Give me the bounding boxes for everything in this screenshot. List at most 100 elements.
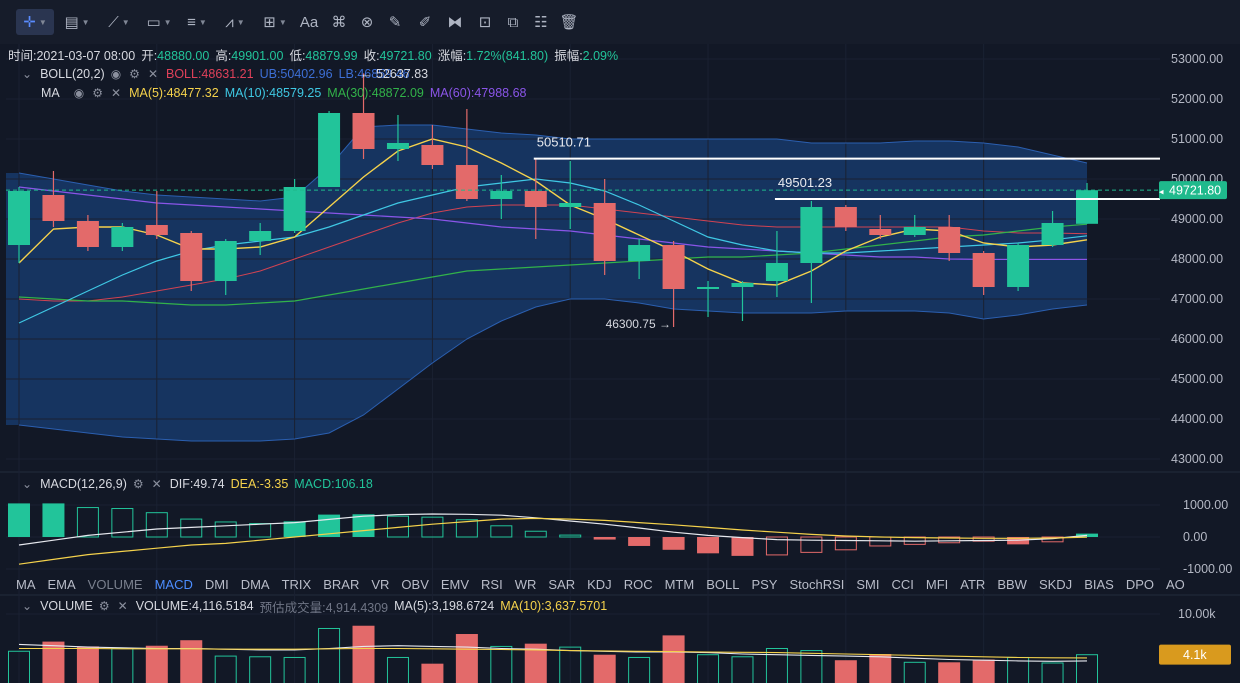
candle (731, 283, 754, 287)
eye-icon[interactable]: ◉ (110, 67, 122, 81)
indicator-tab-atr[interactable]: ATR (960, 577, 986, 592)
eye-tool[interactable]: ⧓ (442, 9, 468, 35)
settings-tool[interactable]: ☷ (528, 9, 554, 35)
price-axis-tick: 52000.00 (1171, 92, 1223, 106)
brush-icon: ✐ (418, 14, 432, 31)
pattern-tool[interactable]: ⌘ (326, 9, 352, 35)
volume-bar (938, 662, 961, 683)
indicator-tab-sar[interactable]: SAR (548, 577, 576, 592)
drawing-toolbar: ✛ ▼ ▤ ▼ ⟋ ▼ ▭ ▼ ≡ ▼ ⩘ ▼ ⊞ ▼ Aa ⌘ ⊗ ✎ ✐ ⧓ ⊡ ⧉ ☷ 🗑 (0, 0, 1240, 44)
copy-icon: ⧉ (507, 13, 519, 31)
line-tool[interactable]: ▤ ▼ (58, 9, 96, 35)
volume-bar (421, 663, 444, 683)
price-axis-tick: 48000.00 (1171, 252, 1223, 266)
indicator-tab-wr[interactable]: WR (514, 577, 537, 592)
volume-bar (1076, 654, 1098, 683)
indicator-tab-dma[interactable]: DMA (240, 577, 270, 592)
price-axis-tick: 44000.00 (1171, 412, 1223, 426)
boll-name: BOLL(20,2) (40, 67, 105, 81)
indicator-tab-trix[interactable]: TRIX (281, 577, 312, 592)
volume-name: VOLUME (40, 599, 93, 613)
indicator-tab-dmi[interactable]: DMI (204, 577, 229, 592)
fib-tool[interactable]: ≡ ▼ (178, 9, 216, 35)
indicator-tab-mtm[interactable]: MTM (664, 577, 695, 592)
high-marker: ← 52637.83 (360, 67, 429, 81)
low-value: 48879.99 (305, 48, 358, 63)
indicator-tab-kdj[interactable]: KDJ (587, 577, 612, 592)
volume-value: VOLUME:4,116.5184 (135, 599, 254, 613)
lock-tool[interactable]: ⊡ (472, 9, 498, 35)
volume-bar (628, 656, 651, 683)
indicator-tab-vr[interactable]: VR (371, 577, 390, 592)
brush-tool[interactable]: ✐ (412, 9, 438, 35)
indicator-tab-ema[interactable]: EMA (47, 577, 76, 592)
macd-bar (593, 537, 616, 540)
macd-bar (42, 503, 65, 537)
candle (1041, 223, 1064, 245)
macd-bar (731, 537, 754, 556)
indicator-tab-obv[interactable]: OBV (401, 577, 429, 592)
text-tool[interactable]: Aa (296, 9, 322, 35)
macd-name: MACD(12,26,9) (40, 477, 127, 491)
macd-bar (76, 507, 99, 538)
eye-icon[interactable]: ◉ (73, 86, 85, 100)
wave-tool[interactable]: ⩘ ▼ (216, 9, 254, 35)
caret-down-icon: ▼ (198, 17, 207, 27)
indicator-tab-rsi[interactable]: RSI (481, 577, 503, 592)
candle (421, 145, 444, 165)
trend-tool[interactable]: ⟋ ▼ (100, 9, 138, 35)
close-icon[interactable]: ✕ (151, 477, 162, 491)
indicator-tab-skdj[interactable]: SKDJ (1038, 577, 1073, 592)
indicator-tab-emv[interactable]: EMV (440, 577, 470, 592)
pattern-icon: ⌘ (331, 14, 347, 31)
macd-bar (972, 536, 995, 542)
trash-tool[interactable]: 🗑 (556, 9, 582, 35)
wave-icon: ⩘ (225, 13, 234, 31)
indicator-tab-dpo[interactable]: DPO (1125, 577, 1154, 592)
indicator-tabs: MA EMA VOLUME MACD DMI DMA TRIX BRAR VR OBV EMV RSI… (0, 576, 1185, 594)
indicator-tab-bias[interactable]: BIAS (1084, 577, 1114, 592)
gear-icon[interactable]: ⚙ (92, 86, 103, 100)
volume-bar (455, 634, 478, 683)
measure-tool[interactable]: ⊞ ▼ (256, 9, 294, 35)
rect-tool[interactable]: ▭ ▼ (140, 9, 178, 35)
indicator-tab-roc[interactable]: ROC (623, 577, 653, 592)
volume-bar (765, 648, 788, 683)
change-value: 1.72%(841.80) (466, 48, 549, 63)
price-axis-tick: 46000.00 (1171, 332, 1223, 346)
indicator-tab-brar[interactable]: BRAR (323, 577, 360, 592)
price-tag-arrow-icon: ◂ (1159, 187, 1164, 197)
volume-ma10-value: MA(10):3,637.5701 (500, 599, 608, 613)
collapse-chevron-icon[interactable]: ⌄ (22, 599, 33, 613)
volume-bar (386, 656, 409, 683)
copy-tool[interactable]: ⧉ (500, 9, 526, 35)
gear-icon[interactable]: ⚙ (132, 477, 144, 491)
gear-icon[interactable]: ⚙ (98, 599, 110, 613)
indicator-tab-volume[interactable]: VOLUME (87, 577, 143, 592)
time-label: 时间: (8, 48, 37, 63)
indicator-tab-mfi[interactable]: MFI (925, 577, 949, 592)
candle (214, 241, 237, 281)
indicator-tab-boll[interactable]: BOLL (706, 577, 740, 592)
close-icon[interactable]: ✕ (111, 86, 122, 100)
macd-dif-value: DIF:49.74 (169, 477, 225, 491)
close-icon[interactable]: ✕ (147, 67, 158, 81)
caret-down-icon: ▼ (121, 17, 130, 27)
macd-bar (834, 536, 857, 551)
collapse-chevron-icon[interactable]: ⌄ (22, 477, 33, 491)
close-icon[interactable]: ✕ (117, 599, 128, 613)
indicator-tab-macd[interactable]: MACD (154, 577, 193, 592)
crosshair-tool[interactable]: ✛ ▼ (16, 9, 54, 35)
gear-icon[interactable]: ⚙ (129, 67, 140, 81)
indicator-tab-psy[interactable]: PSY (751, 577, 778, 592)
collapse-chevron-icon[interactable]: ⌄ (22, 67, 33, 81)
indicator-tab-cci[interactable]: CCI (891, 577, 914, 592)
indicator-tab-stochrsi[interactable]: StochRSI (789, 577, 845, 592)
indicator-tab-bbw[interactable]: BBW (997, 577, 1027, 592)
ruler-tool[interactable]: ✎ (382, 9, 408, 35)
volume-ma5-value: MA(5):3,198.6724 (394, 599, 495, 613)
magnet-tool[interactable]: ⊗ (354, 9, 380, 35)
indicator-tab-smi[interactable]: SMI (856, 577, 880, 592)
indicator-tab-ma[interactable]: MA (16, 577, 36, 592)
indicator-tab-ao[interactable]: AO (1165, 577, 1185, 592)
